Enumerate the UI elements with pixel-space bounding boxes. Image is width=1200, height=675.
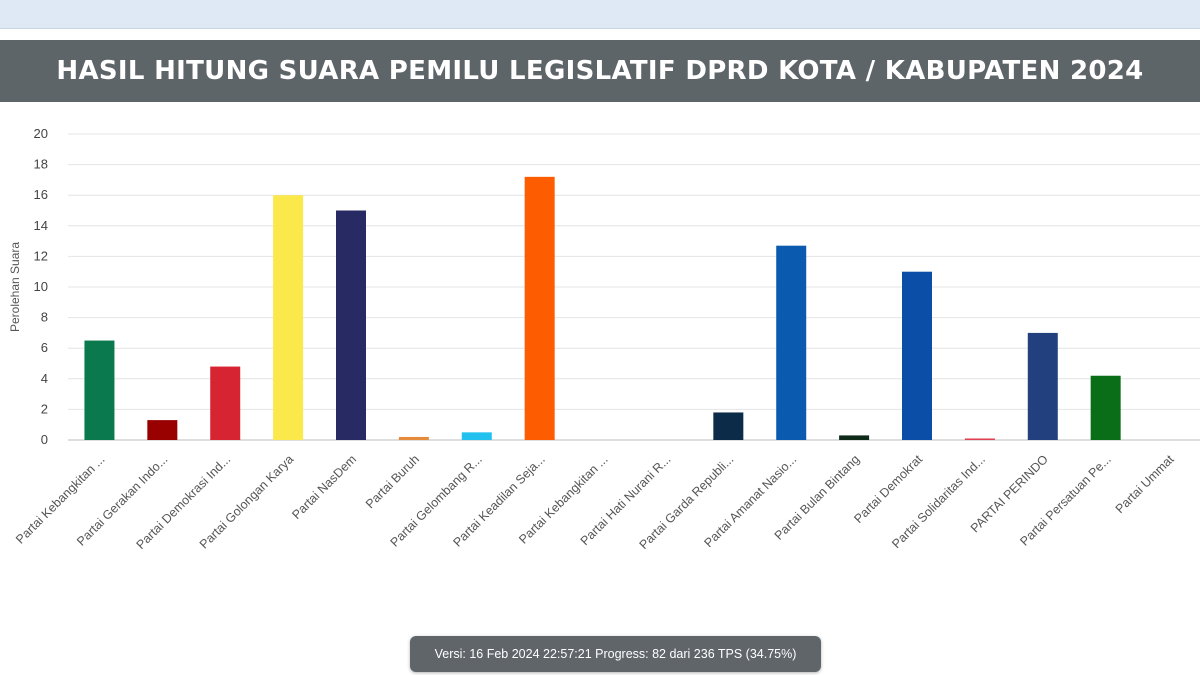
bar[interactable]	[1027, 332, 1058, 440]
bar[interactable]	[776, 245, 807, 440]
top-bar	[0, 0, 1200, 29]
y-tick-label: 16	[34, 187, 48, 202]
y-tick-label: 6	[41, 340, 48, 355]
x-axis-labels: Partai Kebangkitan ...Partai Gerakan Ind…	[13, 452, 1177, 552]
y-tick-label: 14	[34, 218, 48, 233]
chart-grid	[68, 133, 1200, 441]
x-tick-label: Partai NasDem	[289, 452, 359, 522]
bar[interactable]	[713, 412, 744, 440]
chart-bars	[84, 176, 1121, 441]
x-tick-label: Partai Ummat	[1113, 452, 1177, 516]
vote-bar-chart: 0 2 4 6 8 10 12 14 16 18 20 Perolehan Suara Partai…	[8, 126, 1200, 552]
x-tick-label: Partai Buruh	[363, 452, 422, 511]
bar[interactable]	[964, 438, 995, 440]
bar[interactable]	[461, 432, 492, 440]
y-tick-label: 0	[41, 432, 48, 447]
y-tick-label: 4	[41, 371, 48, 386]
bar[interactable]	[398, 436, 429, 440]
y-tick-label: 10	[34, 279, 48, 294]
bar[interactable]	[84, 340, 115, 440]
y-tick-label: 8	[41, 310, 48, 325]
bar[interactable]	[524, 176, 555, 440]
bar[interactable]	[902, 271, 932, 440]
version-progress-bar: Versi: 16 Feb 2024 22:57:21 Progress: 82…	[410, 636, 821, 672]
bar[interactable]	[273, 195, 304, 440]
bar[interactable]	[147, 420, 178, 440]
y-axis-ticks: 0 2 4 6 8 10 12 14 16 18 20	[34, 126, 48, 447]
bar[interactable]	[839, 435, 870, 440]
bar[interactable]	[1090, 375, 1121, 440]
y-tick-label: 12	[34, 248, 48, 263]
bar[interactable]	[210, 366, 241, 440]
page-title: HASIL HITUNG SUARA PEMILU LEGISLATIF DPR…	[56, 56, 1144, 86]
y-tick-label: 2	[41, 401, 48, 416]
y-tick-label: 18	[34, 157, 48, 172]
title-banner: HASIL HITUNG SUARA PEMILU LEGISLATIF DPR…	[0, 40, 1200, 102]
version-progress-text: Versi: 16 Feb 2024 22:57:21 Progress: 82…	[434, 647, 797, 661]
y-axis-label: Perolehan Suara	[8, 242, 22, 332]
y-tick-label: 20	[34, 126, 48, 141]
bar[interactable]	[336, 210, 366, 441]
